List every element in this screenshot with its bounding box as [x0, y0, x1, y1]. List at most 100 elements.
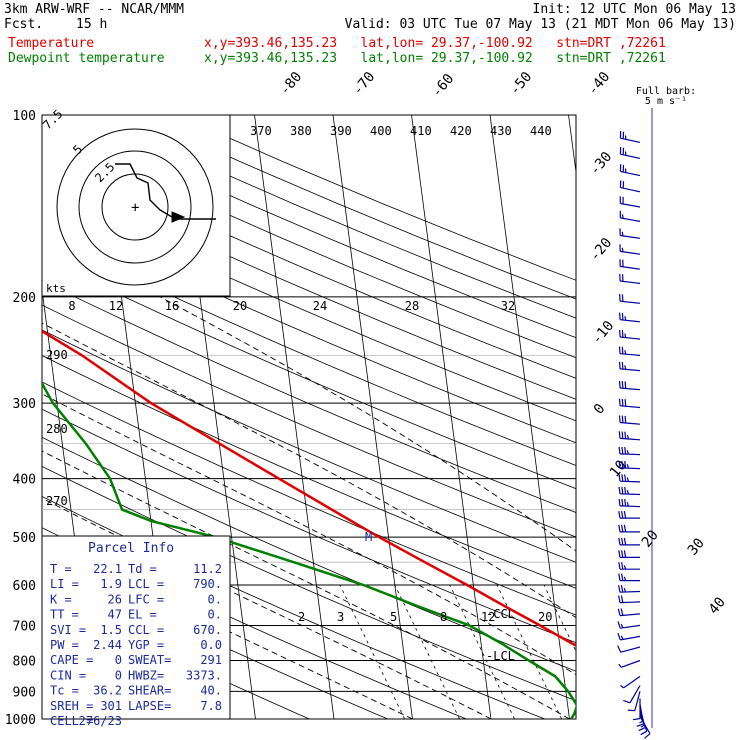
parcel-value: 36.2 [93, 684, 122, 698]
wind-barb-shaft [623, 675, 641, 689]
m-marker: M [365, 530, 372, 544]
wind-barb-shaft [620, 405, 641, 409]
wind-barb-flag [624, 316, 627, 321]
hodograph-axis-label-8: 8 [68, 299, 75, 313]
theta-label-400: 400 [370, 124, 392, 138]
wind-barb-shaft [620, 265, 641, 270]
wind-barb-35 [619, 273, 641, 284]
wind-barb-14 [618, 584, 641, 593]
parcel-key: SVI = [50, 623, 86, 637]
theta-label-390: 390 [330, 124, 352, 138]
parcel-key: LCL = [128, 577, 164, 591]
pressure-label-400: 400 [13, 473, 36, 488]
wind-barb-flag [623, 537, 627, 546]
parcel-key: CCL = [128, 623, 164, 637]
wind-barb-flag [620, 684, 624, 689]
wind-barb-shaft [619, 601, 641, 604]
wind-barb-38 [619, 228, 641, 239]
wind-barb-flag [640, 730, 648, 736]
hodograph-axis-label-32: 32 [501, 299, 515, 313]
forecast-hour: 15 h [76, 17, 108, 32]
wind-barb-flag [620, 584, 624, 593]
wind-barb-flag [623, 699, 631, 704]
pressure-label-700: 700 [13, 619, 36, 634]
wind-key-units: 5 m s⁻¹ [645, 96, 687, 107]
parcel-key: CAPE = [50, 653, 93, 667]
parcel-box [41, 535, 231, 720]
dry-adiabat-410 [42, 168, 576, 400]
parcel-key: HWBZ= [128, 668, 164, 682]
wind-barb-flag [621, 346, 624, 354]
parcel-key: SHEAR= [128, 684, 171, 698]
mixing-ratio-label-20: 20 [538, 610, 552, 624]
pressure-label-100: 100 [13, 109, 36, 124]
wind-barb-shaft [620, 250, 641, 255]
hodograph-axis-label-16: 16 [165, 299, 179, 313]
wind-barb-shaft [619, 453, 641, 456]
isotherm-label--60: -60 [429, 71, 458, 101]
hodograph-axis-label-12: 12 [109, 299, 123, 313]
theta-label-430: 430 [490, 124, 512, 138]
wind-barb-flag [621, 361, 624, 370]
wind-barb-flag [619, 312, 621, 320]
parcel-value: 0. [208, 608, 222, 622]
wind-barb-flag [618, 595, 621, 603]
wind-barb-flag [621, 214, 624, 219]
wind-barb-shaft [620, 635, 641, 641]
isotherm-label--30: -30 [587, 149, 616, 179]
wind-barb-7 [620, 675, 641, 689]
parcel-key: YGP = [128, 638, 164, 652]
mixing-ratio-label-5: 5 [390, 610, 397, 624]
wind-barb-flag [624, 399, 627, 407]
wind-barb-40 [619, 196, 641, 208]
wind-barb-flag [626, 464, 629, 469]
mixing-ratio-label-3: 3 [337, 610, 344, 624]
parcel-key: CELL = [50, 714, 93, 728]
wind-barb-shaft [620, 202, 641, 208]
temperature-profile [42, 329, 576, 647]
wind-barb-flag [626, 434, 629, 440]
wind-barb-flag [624, 365, 627, 370]
wind-barb-flag [621, 415, 624, 423]
wind-barb-flag [621, 446, 624, 455]
wind-barb-shaft [620, 353, 641, 356]
wind-barb-flag [621, 330, 624, 338]
wind-barb-flag [621, 537, 624, 546]
wind-barb-15 [618, 573, 640, 582]
forecast-label: Fcst. [4, 17, 44, 32]
wind-barb-flag [617, 645, 622, 653]
wind-barb-flag [620, 623, 624, 629]
theta-left-label-290: 290 [46, 348, 68, 362]
wind-barb-shaft [620, 368, 641, 372]
dry-adiabat-310 [42, 408, 576, 644]
wind-barb-8 [618, 659, 641, 668]
wind-barb-17 [618, 550, 640, 559]
wind-barb-flag [623, 588, 627, 593]
dry-adiabat-380 [42, 234, 576, 466]
wind-barb-flag [624, 431, 627, 439]
wind-barb-shaft [619, 505, 641, 508]
wind-barb-11 [617, 621, 641, 629]
isotherm-label--50: -50 [507, 69, 536, 99]
theta-left-label-270: 270 [46, 494, 68, 508]
wind-barb-flag [618, 346, 621, 354]
wind-barb-19 [618, 524, 640, 533]
wind-barb-flag [618, 510, 621, 519]
wind-barb-flag [626, 450, 629, 455]
dry-adiabat-360 [42, 280, 576, 513]
mixing-ratio-20 [607, 585, 672, 719]
parcel-value: 0. [208, 592, 222, 606]
wind-barb-flag [621, 550, 624, 558]
pressure-label-600: 600 [13, 579, 36, 594]
wind-barb-flag [623, 550, 627, 558]
wind-barb-44 [619, 131, 641, 143]
wind-barb-12 [617, 608, 641, 617]
wind-barb-30 [618, 361, 641, 372]
legend-dewpoint-name: Dewpoint temperature [8, 51, 165, 66]
isotherm-label-20: 20 [639, 527, 662, 550]
mixing-ratio-2 [339, 584, 406, 719]
wind-barb-shaft [619, 467, 641, 470]
wind-barb-flag [626, 477, 629, 482]
wind-barb-shaft [620, 336, 641, 340]
wind-barb-10 [617, 632, 641, 641]
